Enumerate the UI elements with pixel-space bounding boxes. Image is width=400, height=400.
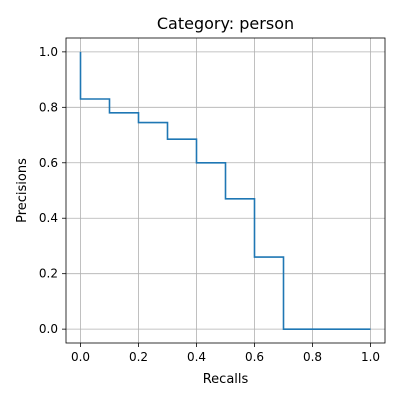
y-axis-label: Precisions xyxy=(15,158,30,223)
series-layer xyxy=(81,52,371,329)
x-tick-label: 0.8 xyxy=(303,350,322,364)
x-tick-label: 0.4 xyxy=(187,350,206,364)
chart-title: Category: person xyxy=(157,14,294,33)
y-tick-label: 0.0 xyxy=(39,322,58,336)
x-axis-label: Recalls xyxy=(203,372,249,387)
y-tick-label: 0.2 xyxy=(39,267,58,281)
x-tick-label: 1.0 xyxy=(361,350,380,364)
precision-recall-line xyxy=(81,52,371,329)
y-tick-label: 0.4 xyxy=(39,211,58,225)
x-tick-label: 0.6 xyxy=(245,350,264,364)
y-tick-label: 0.8 xyxy=(39,100,58,114)
axis-ticks: 0.0 0.2 0.4 0.6 0.8 1.0 0.0 0.2 0.4 0.6 0.8 1.0 xyxy=(39,45,380,364)
y-tick-label: 1.0 xyxy=(39,45,58,59)
x-tick-label: 0.0 xyxy=(71,350,90,364)
y-tick-label: 0.6 xyxy=(39,156,58,170)
x-tick-label: 0.2 xyxy=(129,350,148,364)
